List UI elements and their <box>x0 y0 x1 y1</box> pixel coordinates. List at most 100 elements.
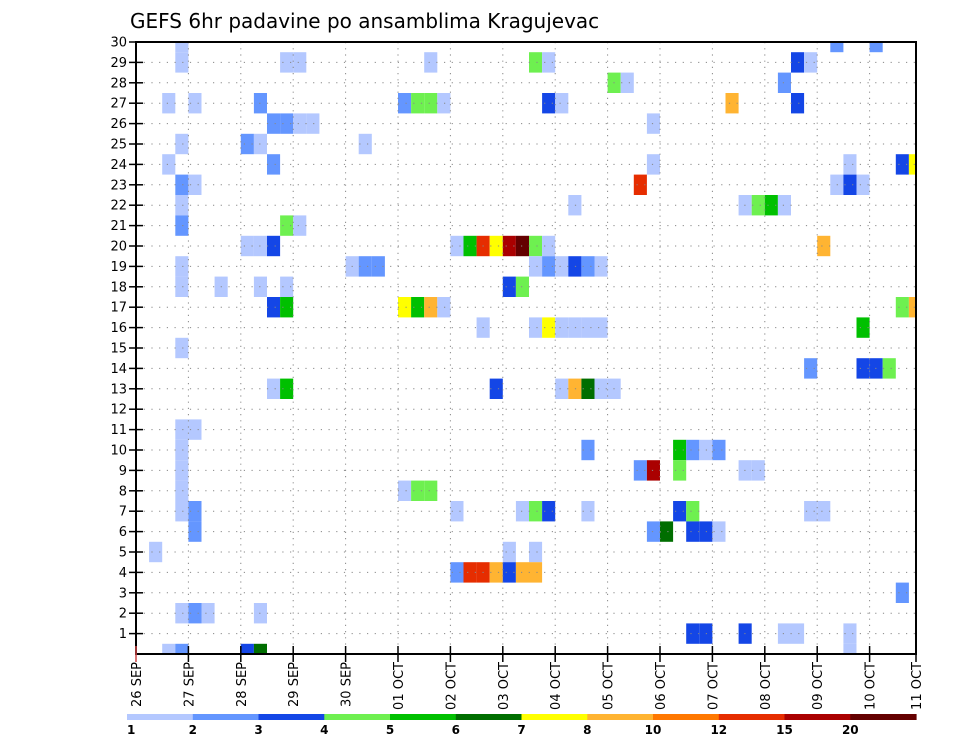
y-axis: 1234567891011121314151617181920212223242… <box>110 36 143 642</box>
colorbar-swatch <box>390 714 457 720</box>
heatmap-cell <box>529 256 543 277</box>
heatmap-cell <box>673 439 687 461</box>
colorbar-swatch <box>455 714 523 720</box>
heatmap-cell <box>450 501 464 522</box>
heatmap-cell <box>162 643 176 654</box>
heatmap-cell <box>633 460 647 481</box>
heatmap-cell <box>267 235 281 257</box>
heatmap-cell <box>555 93 569 114</box>
heatmap-cell <box>188 93 202 114</box>
heatmap-cell <box>869 42 883 53</box>
heatmap-cell <box>188 603 202 624</box>
heatmap-cell <box>306 113 320 134</box>
heatmap-cell <box>895 154 909 175</box>
heatmap-cell <box>175 603 189 624</box>
colorbar-swatch <box>258 714 325 720</box>
heatmap-cell <box>188 501 202 522</box>
y-tick-label: 23 <box>110 178 127 193</box>
heatmap-cell <box>581 439 595 461</box>
heatmap-cell <box>201 603 215 624</box>
heatmap-cell <box>240 133 254 155</box>
heatmap-cell <box>908 297 916 318</box>
heatmap-cell <box>293 215 307 236</box>
x-tick-label: 29 SEP <box>287 662 302 707</box>
colorbar-tick-label: 6 <box>452 723 460 737</box>
heatmap-cell <box>162 154 176 175</box>
x-tick-label: 04 OCT <box>549 662 564 710</box>
heatmap-cell <box>882 358 896 379</box>
y-tick-label: 20 <box>110 240 127 255</box>
colorbar-swatch <box>192 714 260 720</box>
heatmap-cell <box>646 154 660 175</box>
heatmap-cell <box>751 460 765 481</box>
heatmap-cell <box>843 174 857 195</box>
heatmap-cell <box>293 113 307 134</box>
heatmap-cell <box>686 501 700 522</box>
heatmap-cell <box>280 52 294 73</box>
heatmap-cell <box>515 276 529 297</box>
heatmap-cell <box>764 195 778 216</box>
heatmap-cell <box>568 256 582 277</box>
y-tick-label: 17 <box>110 301 127 316</box>
x-tick-label: 26 SEP <box>130 662 145 707</box>
y-tick-label: 22 <box>110 199 127 214</box>
y-tick-label: 26 <box>110 117 127 132</box>
heatmap-cell <box>280 113 294 134</box>
heatmap-cell <box>568 378 582 399</box>
heatmap-cell <box>175 42 189 53</box>
colorbar-swatch <box>718 714 786 720</box>
heatmap-cell <box>424 52 438 73</box>
heatmap-cell <box>253 235 267 257</box>
heatmap-cell <box>529 501 543 522</box>
y-tick-label: 16 <box>110 321 127 336</box>
heatmap-cell <box>424 93 438 114</box>
heatmap-cell <box>777 72 791 93</box>
colorbar-tick-label: 3 <box>254 723 262 737</box>
colorbar-swatch <box>521 714 588 720</box>
heatmap-cell <box>594 256 608 277</box>
heatmap-cell <box>542 256 556 277</box>
heatmap-cell <box>712 439 726 461</box>
heatmap-cell <box>175 195 189 216</box>
heatmap-cell <box>175 439 189 461</box>
heatmap-cell <box>267 113 281 134</box>
heatmap-cell <box>620 72 634 93</box>
heatmap-cell <box>175 276 189 297</box>
y-tick-label: 10 <box>110 444 127 459</box>
heatmap-cell <box>633 174 647 195</box>
colorbar-tick-label: 20 <box>842 723 859 737</box>
heatmap-cell <box>686 623 700 644</box>
heatmap-cell <box>751 195 765 216</box>
heatmap-cell <box>646 460 660 481</box>
heatmap-cell <box>856 317 870 338</box>
heatmap-cell <box>450 562 464 583</box>
heatmap-cell <box>253 93 267 114</box>
heatmap-cell <box>673 501 687 522</box>
heatmap-cell <box>162 93 176 114</box>
y-tick-label: 29 <box>110 56 127 71</box>
y-tick-label: 8 <box>119 484 127 499</box>
heatmap-cell <box>175 643 189 654</box>
y-tick-label: 27 <box>110 97 127 112</box>
colorbar-tick-label: 15 <box>776 723 793 737</box>
heatmap-cell <box>280 215 294 236</box>
colorbar-swatch <box>850 714 917 720</box>
heatmap-cell <box>253 643 267 654</box>
heatmap-cell <box>817 235 831 257</box>
colorbar-tick-label: 7 <box>517 723 525 737</box>
heatmap-cell <box>856 358 870 379</box>
colorbar-swatch <box>127 714 194 720</box>
y-tick-label: 21 <box>110 219 127 234</box>
heatmap-cell <box>175 480 189 501</box>
colorbar-legend: 1 2 3 4 5 6 7 8 10 12 15 20 <box>127 714 917 737</box>
heatmap-cell <box>175 215 189 236</box>
x-tick-label: 28 SEP <box>235 662 250 707</box>
heatmap-cell <box>856 174 870 195</box>
heatmap-cell <box>188 174 202 195</box>
heatmap-cell <box>581 317 595 338</box>
heatmap-cell <box>555 256 569 277</box>
x-tick-label: 01 OCT <box>392 662 407 710</box>
heatmap-cell <box>398 480 412 501</box>
colorbar-swatch <box>587 714 654 720</box>
x-axis: 26 SEP 27 SEP 28 SEP 29 SEP 30 SEP 01 OCT 02 O… <box>130 646 925 710</box>
